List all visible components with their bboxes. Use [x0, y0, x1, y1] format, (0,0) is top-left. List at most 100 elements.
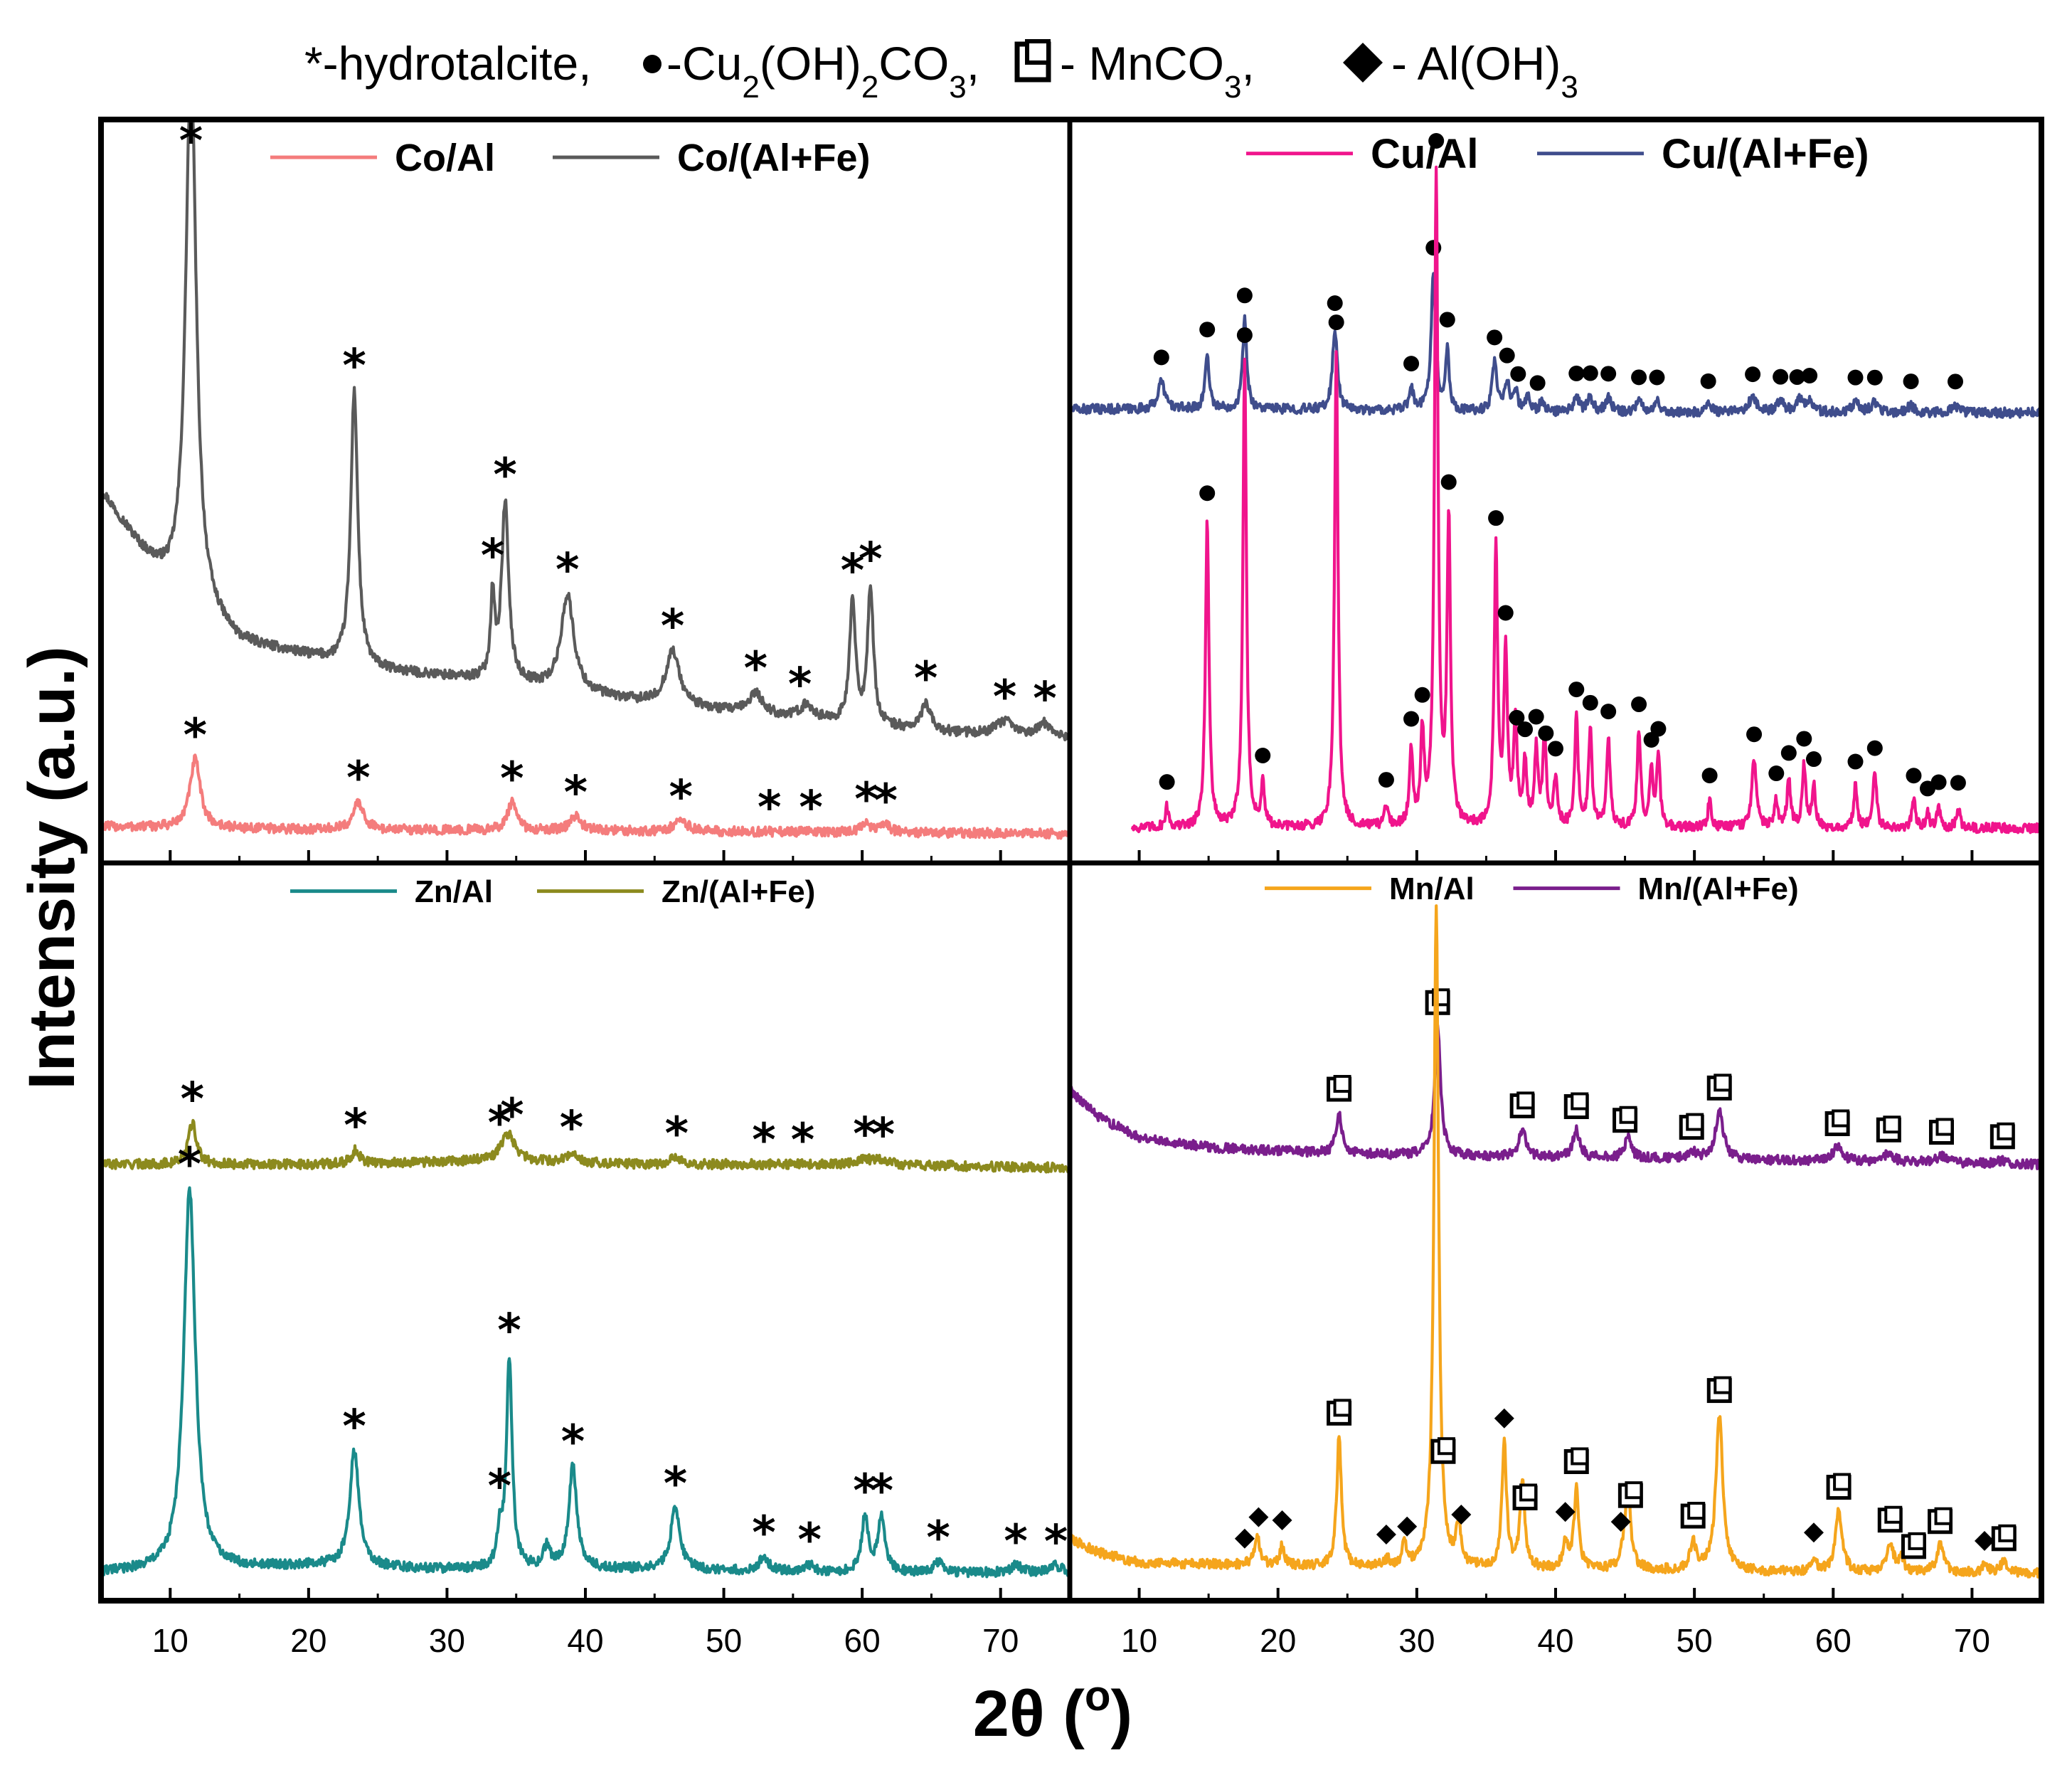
peak-marker-hydrotalcite: *: [799, 782, 822, 834]
peak-marker-aloh3: [1397, 1516, 1418, 1537]
peak-marker-hydrotalcite: *: [561, 1416, 585, 1468]
peak-marker-mnco3: [1824, 1109, 1850, 1136]
peak-marker-hydrotalcite: *: [669, 771, 693, 824]
peak-marker-mnco3: [1613, 1106, 1638, 1133]
peak-marker-mnco3: [1928, 1507, 1953, 1535]
peak-marker-cu-carbonate: [1582, 365, 1598, 381]
peak-marker-cu-carbonate: [1327, 295, 1343, 312]
peak-marker-cu-carbonate: [1805, 751, 1822, 768]
legend-item: Cu/Al: [1246, 131, 1478, 177]
title-hydrotalcite: *-hydrotalcite,: [304, 37, 592, 90]
peak-marker-hydrotalcite: *: [342, 340, 366, 393]
legend-item: Mn/(Al+Fe): [1513, 871, 1799, 906]
peak-marker-aloh3: [1234, 1528, 1255, 1549]
peak-marker-hydrotalcite: *: [500, 1089, 524, 1142]
x-tick-label: 40: [1537, 1622, 1573, 1659]
peak-marker-cu-carbonate: [1802, 367, 1818, 383]
peak-marker-mnco3: [1563, 1092, 1589, 1120]
trace-zn-al: [100, 1186, 1071, 1579]
peak-marker-cu-carbonate: [1903, 373, 1919, 390]
legend-label: Zn/Al: [415, 874, 493, 909]
legend-label: Co/Al: [395, 137, 495, 179]
peak-marker-hydrotalcite: *: [873, 775, 897, 827]
peak-marker-cu-carbonate: [1528, 709, 1544, 725]
x-tick-label: 70: [982, 1622, 1019, 1659]
peak-marker-hydrotalcite: *: [500, 753, 524, 805]
peak-marker-hydrotalcite: *: [926, 1512, 950, 1565]
peak-marker-hydrotalcite: *: [752, 1115, 775, 1167]
peak-marker-hydrotalcite: *: [665, 1108, 689, 1160]
trace-zn-al-fe-: [99, 1118, 1072, 1174]
peak-marker-hydrotalcite: *: [871, 1109, 895, 1162]
peak-marker-cu-carbonate: [1548, 741, 1563, 757]
peak-marker-hydrotalcite: *: [181, 1074, 204, 1126]
peak-marker-hydrotalcite: *: [1033, 673, 1056, 726]
peak-marker-mnco3: [1679, 1113, 1704, 1140]
y-axis-label: Intensity (a.u.): [16, 646, 88, 1090]
peak-marker-hydrotalcite: *: [993, 671, 1016, 724]
peak-marker-cu-carbonate: [1745, 366, 1761, 383]
peak-marker-cu-carbonate: [1768, 765, 1785, 782]
peak-marker-mnco3: [1327, 1399, 1352, 1426]
peak-marker-hydrotalcite: *: [752, 1507, 775, 1559]
peak-marker-cu-carbonate: [1847, 753, 1864, 770]
peak-marker-cu-carbonate: [1509, 709, 1525, 726]
cu-phase-marker-icon: [643, 55, 662, 73]
peak-marker-aloh3: [1272, 1510, 1292, 1531]
peak-marker-cu-carbonate: [1497, 605, 1514, 621]
peak-marker-aloh3: [1248, 1507, 1269, 1527]
peak-marker-hydrotalcite: *: [661, 600, 684, 653]
peak-marker-hydrotalcite: *: [1044, 1516, 1068, 1569]
x-tick-label: 20: [1260, 1622, 1296, 1659]
peak-marker-cu-carbonate: [1866, 369, 1883, 386]
x-tick-label: 60: [1815, 1622, 1851, 1659]
peak-marker-hydrotalcite: *: [853, 1108, 876, 1161]
peak-marker-cu-carbonate: [1773, 369, 1789, 385]
peak-marker-cu-carbonate: [1487, 329, 1503, 346]
legend-item: Co/Al: [270, 137, 495, 179]
trace-mn-al-fe-: [1068, 1023, 2044, 1170]
peak-marker-cu-carbonate: [1510, 366, 1526, 382]
trace-cu-al-fe-: [1068, 272, 2043, 419]
peak-marker-cu-carbonate: [1255, 748, 1271, 764]
trace-mn-al: [1068, 904, 2044, 1579]
peak-marker-hydrotalcite: *: [853, 1465, 876, 1517]
legend-label: Mn/Al: [1389, 871, 1475, 906]
trace-cu-al: [1130, 165, 2044, 834]
x-tick-label: 10: [152, 1622, 188, 1659]
peak-marker-cu-carbonate: [1568, 682, 1585, 698]
peak-marker-cu-carbonate: [1236, 327, 1253, 344]
peak-marker-mnco3: [1430, 1437, 1456, 1464]
peak-marker-cu-carbonate: [1847, 369, 1864, 386]
legend-item: Co/(Al+Fe): [553, 137, 871, 179]
peak-marker-aloh3: [1610, 1512, 1631, 1532]
peak-marker-mnco3: [1617, 1481, 1643, 1508]
peak-marker-cu-carbonate: [1701, 768, 1718, 784]
peak-marker-mnco3: [1991, 1524, 2017, 1552]
peak-marker-hydrotalcite: *: [560, 1102, 583, 1155]
peak-marker-cu-carbonate: [1199, 485, 1216, 502]
legend-label: Co/(Al+Fe): [677, 137, 871, 179]
peak-marker-mnco3: [1876, 1115, 1901, 1143]
peak-marker-hydrotalcite: *: [744, 642, 767, 695]
peak-marker-cu-carbonate: [1568, 365, 1585, 381]
peak-marker-hydrotalcite: *: [488, 1098, 511, 1150]
legend-label: Cu/Al: [1371, 131, 1478, 177]
peak-marker-hydrotalcite: *: [841, 545, 864, 598]
peak-marker-cu-carbonate: [1440, 474, 1457, 490]
x-tick-label: 10: [1121, 1622, 1157, 1659]
peak-marker-cu-carbonate: [1439, 312, 1455, 328]
peak-marker-cu-carbonate: [1631, 696, 1647, 713]
x-tick-label: 60: [844, 1622, 881, 1659]
peak-marker-aloh3: [1494, 1408, 1514, 1429]
peak-marker-mnco3: [1877, 1505, 1903, 1533]
peak-marker-mnco3: [1563, 1447, 1589, 1475]
peak-marker-cu-carbonate: [1428, 133, 1445, 149]
peak-marker-cu-carbonate: [1650, 721, 1667, 737]
legend-label: Mn/(Al+Fe): [1638, 871, 1799, 906]
peak-marker-hydrotalcite: *: [914, 653, 937, 706]
peak-marker-cu-carbonate: [1517, 721, 1534, 738]
peak-marker-cu-carbonate: [1746, 726, 1763, 743]
